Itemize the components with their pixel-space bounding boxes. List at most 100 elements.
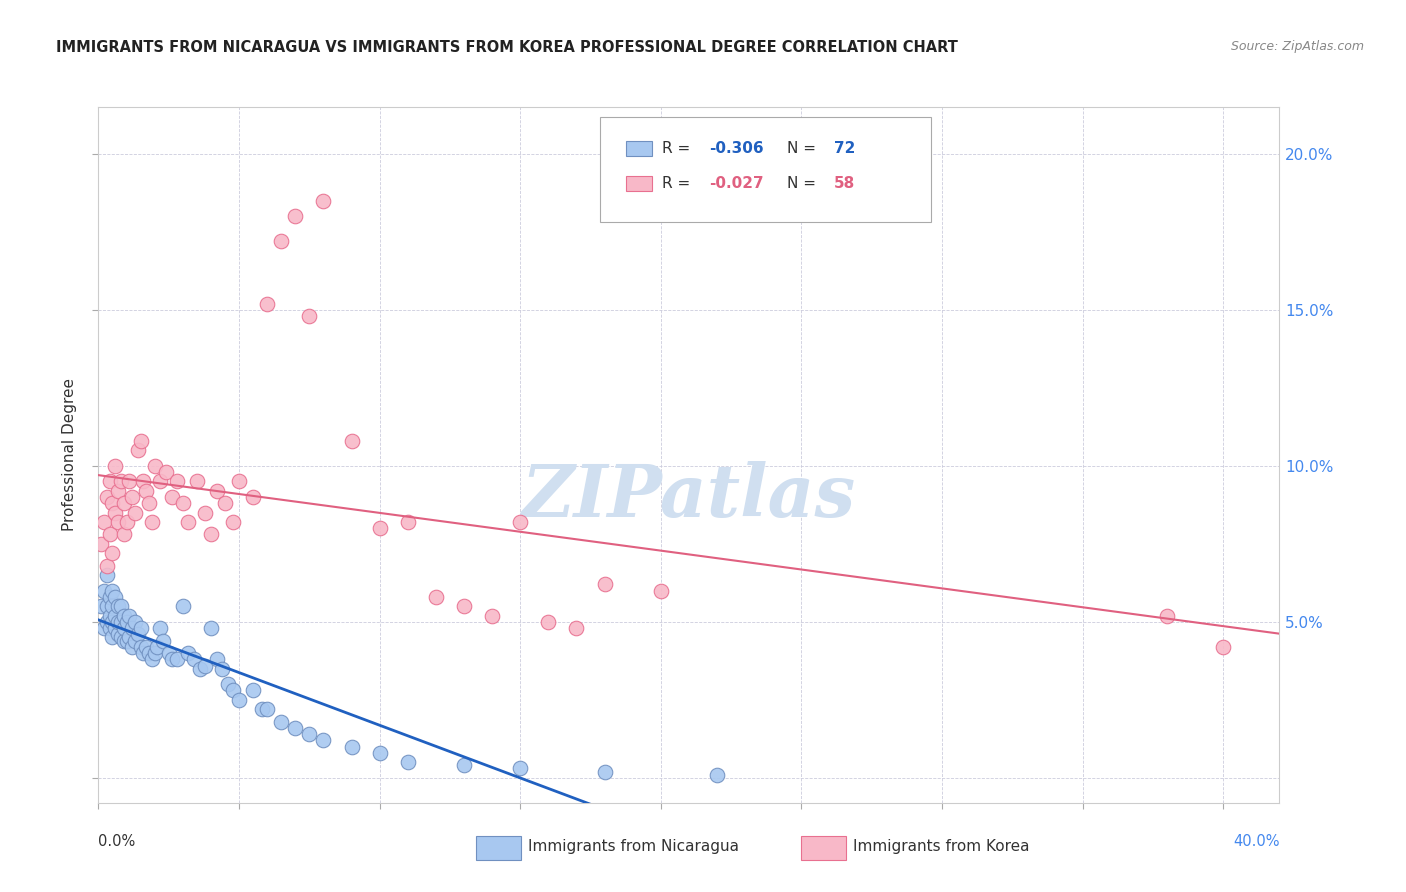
Point bbox=[98, 590, 121, 604]
Point bbox=[124, 506, 146, 520]
Point bbox=[110, 615, 132, 629]
Point bbox=[298, 309, 321, 323]
Point bbox=[143, 646, 166, 660]
Point bbox=[112, 621, 135, 635]
Point bbox=[112, 633, 135, 648]
Point bbox=[141, 652, 163, 666]
Point bbox=[340, 739, 363, 754]
Point bbox=[129, 434, 152, 448]
Point bbox=[98, 527, 121, 541]
Point bbox=[284, 721, 307, 735]
Point bbox=[481, 608, 503, 623]
Point bbox=[121, 621, 143, 635]
Point bbox=[107, 627, 129, 641]
Text: Immigrants from Nicaragua: Immigrants from Nicaragua bbox=[529, 839, 740, 855]
Point bbox=[242, 490, 264, 504]
Point bbox=[194, 658, 217, 673]
Point bbox=[284, 209, 307, 223]
Text: IMMIGRANTS FROM NICARAGUA VS IMMIGRANTS FROM KOREA PROFESSIONAL DEGREE CORRELATI: IMMIGRANTS FROM NICARAGUA VS IMMIGRANTS … bbox=[56, 40, 957, 55]
Point bbox=[205, 483, 228, 498]
Text: -0.306: -0.306 bbox=[709, 141, 763, 156]
Point bbox=[172, 599, 194, 614]
Point bbox=[112, 527, 135, 541]
Point bbox=[115, 633, 138, 648]
Point bbox=[98, 475, 121, 489]
Point bbox=[149, 621, 172, 635]
Point bbox=[135, 483, 157, 498]
Text: 40.0%: 40.0% bbox=[1233, 834, 1279, 849]
Point bbox=[127, 627, 149, 641]
Point bbox=[565, 621, 588, 635]
Point bbox=[138, 646, 160, 660]
Point bbox=[211, 662, 233, 676]
Point bbox=[118, 631, 141, 645]
Point bbox=[98, 608, 121, 623]
Bar bbox=[626, 141, 652, 156]
Point bbox=[104, 590, 127, 604]
Point bbox=[107, 599, 129, 614]
Point bbox=[101, 631, 124, 645]
Point bbox=[340, 434, 363, 448]
Point bbox=[143, 458, 166, 473]
Bar bbox=[477, 836, 522, 860]
Point bbox=[312, 194, 335, 208]
Point bbox=[155, 465, 177, 479]
Text: 58: 58 bbox=[834, 176, 855, 191]
Point bbox=[121, 640, 143, 654]
Point bbox=[593, 764, 616, 779]
Point bbox=[121, 490, 143, 504]
Point bbox=[96, 558, 118, 573]
Point bbox=[129, 640, 152, 654]
Text: 72: 72 bbox=[834, 141, 856, 156]
Point bbox=[96, 568, 118, 582]
Point bbox=[453, 599, 475, 614]
Text: Immigrants from Korea: Immigrants from Korea bbox=[853, 839, 1029, 855]
Point bbox=[135, 640, 157, 654]
Point bbox=[183, 652, 205, 666]
Bar bbox=[801, 836, 846, 860]
Point bbox=[104, 506, 127, 520]
Point bbox=[1156, 608, 1178, 623]
Point bbox=[509, 515, 531, 529]
Point bbox=[118, 608, 141, 623]
Point bbox=[112, 496, 135, 510]
Point bbox=[104, 608, 127, 623]
Point bbox=[1212, 640, 1234, 654]
Point bbox=[141, 515, 163, 529]
Point bbox=[127, 443, 149, 458]
Point bbox=[101, 599, 124, 614]
Point bbox=[228, 693, 250, 707]
Text: R =: R = bbox=[662, 141, 695, 156]
Point bbox=[177, 515, 200, 529]
Text: N =: N = bbox=[787, 176, 821, 191]
Point bbox=[110, 599, 132, 614]
Point bbox=[132, 475, 155, 489]
Point bbox=[188, 662, 211, 676]
Point bbox=[160, 652, 183, 666]
Text: Source: ZipAtlas.com: Source: ZipAtlas.com bbox=[1230, 40, 1364, 54]
Point bbox=[132, 646, 155, 660]
Text: ZIPatlas: ZIPatlas bbox=[522, 461, 856, 533]
Point bbox=[138, 496, 160, 510]
Point bbox=[96, 490, 118, 504]
Point bbox=[242, 683, 264, 698]
Point bbox=[537, 615, 560, 629]
Point bbox=[312, 733, 335, 747]
Point bbox=[104, 458, 127, 473]
Point bbox=[509, 762, 531, 776]
Point bbox=[90, 537, 112, 551]
Point bbox=[200, 527, 222, 541]
Point bbox=[160, 490, 183, 504]
Point bbox=[93, 621, 115, 635]
Point bbox=[368, 521, 391, 535]
Point bbox=[270, 714, 292, 729]
Point bbox=[115, 615, 138, 629]
Point bbox=[98, 621, 121, 635]
Point bbox=[593, 577, 616, 591]
Bar bbox=[626, 176, 652, 191]
Point bbox=[194, 506, 217, 520]
Point bbox=[256, 296, 278, 310]
Point bbox=[166, 475, 188, 489]
Point bbox=[124, 633, 146, 648]
Point bbox=[396, 756, 419, 770]
